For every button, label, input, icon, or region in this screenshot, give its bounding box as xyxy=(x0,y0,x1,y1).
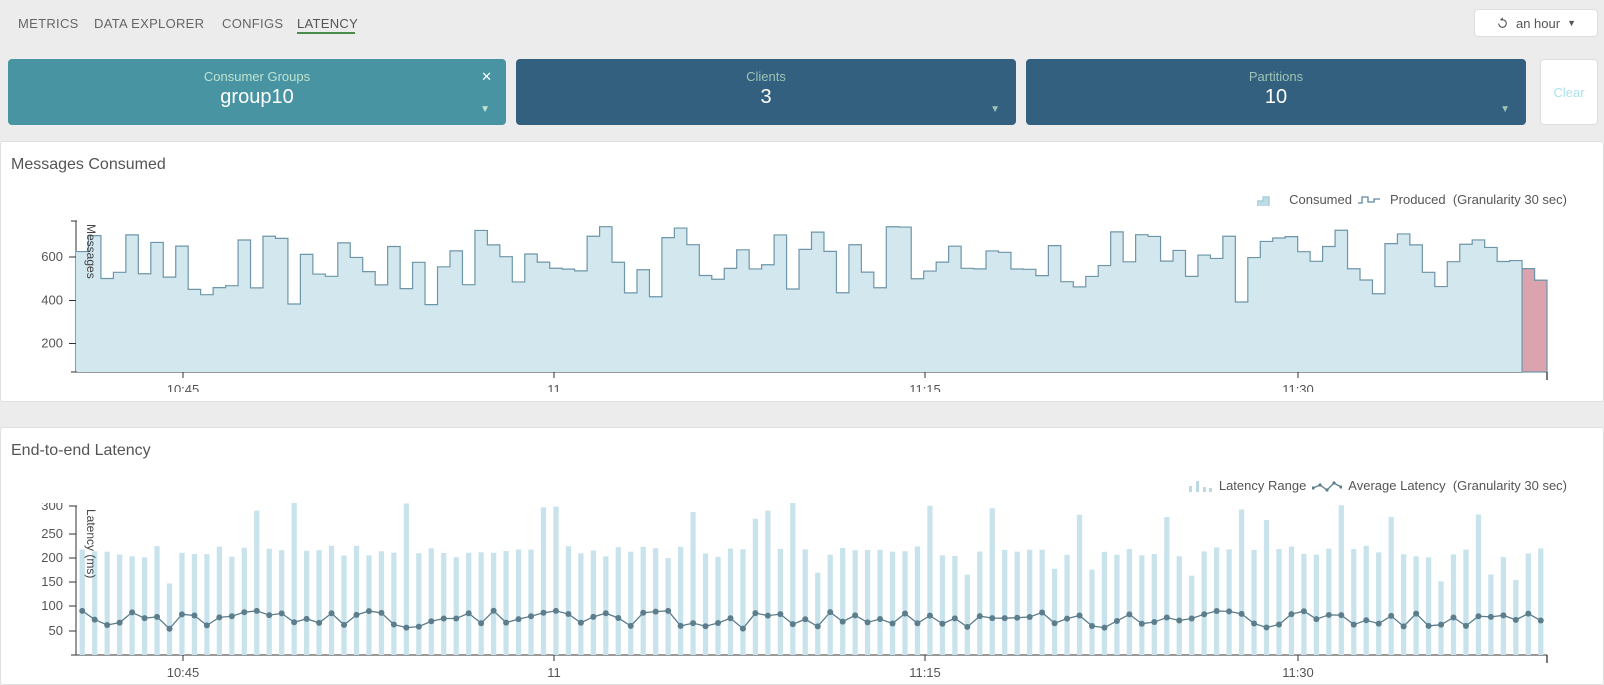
svg-text:11:30: 11:30 xyxy=(1282,382,1314,392)
svg-text:11: 11 xyxy=(547,665,561,678)
svg-text:300: 300 xyxy=(41,503,63,513)
svg-text:400: 400 xyxy=(41,293,63,308)
svg-text:200: 200 xyxy=(41,550,63,565)
svg-text:10:45: 10:45 xyxy=(167,382,200,392)
svg-text:11: 11 xyxy=(547,382,561,392)
svg-text:600: 600 xyxy=(41,249,63,264)
svg-text:Messages: Messages xyxy=(84,224,98,279)
svg-text:200: 200 xyxy=(41,336,63,351)
svg-text:10:45: 10:45 xyxy=(167,665,200,678)
svg-text:50: 50 xyxy=(49,623,63,638)
svg-text:150: 150 xyxy=(41,574,63,589)
svg-text:100: 100 xyxy=(41,598,63,613)
svg-text:11:15: 11:15 xyxy=(909,665,941,678)
svg-text:250: 250 xyxy=(41,526,63,541)
svg-text:11:30: 11:30 xyxy=(1282,665,1314,678)
svg-text:11:15: 11:15 xyxy=(909,382,941,392)
svg-text:Latency (ms): Latency (ms) xyxy=(84,509,98,578)
